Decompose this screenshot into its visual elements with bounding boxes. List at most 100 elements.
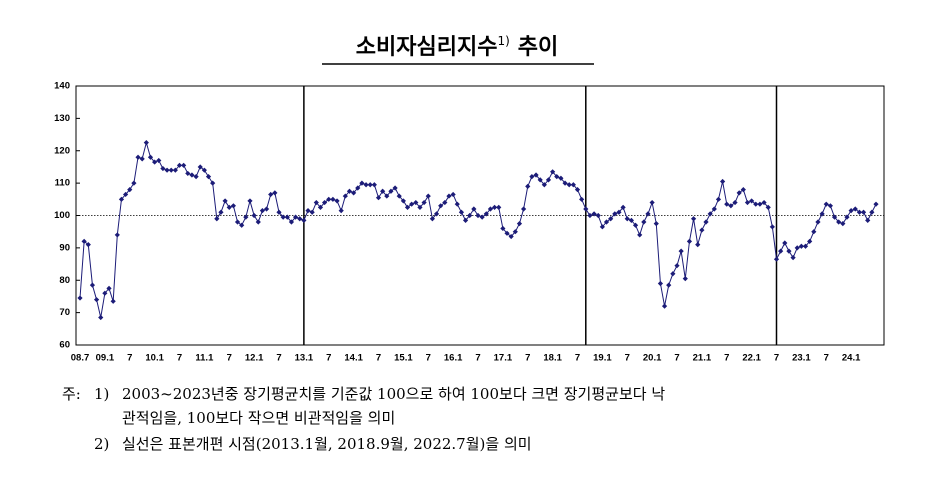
data-point bbox=[674, 263, 680, 269]
data-point bbox=[292, 214, 299, 220]
x-tick-label: 23.1 bbox=[792, 353, 811, 364]
data-point bbox=[396, 193, 402, 199]
x-tick-label: 12.1 bbox=[245, 353, 264, 364]
data-point bbox=[446, 193, 452, 199]
x-tick-label: 16.1 bbox=[444, 353, 463, 364]
data-point bbox=[205, 174, 212, 180]
x-tick-label: 7 bbox=[426, 353, 431, 364]
data-point bbox=[351, 190, 357, 196]
data-point bbox=[479, 214, 485, 220]
data-point bbox=[467, 212, 473, 219]
data-point bbox=[653, 220, 659, 227]
data-point bbox=[450, 191, 456, 198]
data-point bbox=[827, 203, 833, 209]
data-point bbox=[367, 182, 373, 188]
x-tick-label: 20.1 bbox=[643, 353, 662, 364]
data-point bbox=[856, 209, 863, 215]
data-point bbox=[388, 188, 394, 194]
data-point bbox=[127, 187, 133, 193]
data-point bbox=[649, 199, 655, 206]
title-main: 소비자심리지수 bbox=[356, 35, 498, 60]
data-point bbox=[778, 248, 784, 254]
x-tick-label: 09.1 bbox=[96, 353, 115, 364]
data-point bbox=[583, 206, 589, 212]
data-point bbox=[711, 206, 717, 212]
y-tick-label: 120 bbox=[54, 145, 70, 156]
x-tick-label: 7 bbox=[276, 353, 281, 364]
data-point bbox=[131, 180, 137, 186]
x-tick-label: 7 bbox=[774, 353, 779, 364]
data-point bbox=[263, 206, 270, 212]
data-point bbox=[214, 216, 220, 222]
data-point bbox=[773, 256, 780, 262]
data-point bbox=[197, 164, 203, 170]
x-tick-label: 7 bbox=[127, 353, 132, 364]
x-tick-label: 7 bbox=[724, 353, 729, 364]
data-point bbox=[620, 204, 626, 211]
data-point bbox=[595, 212, 601, 219]
data-point bbox=[661, 303, 668, 309]
data-point bbox=[690, 216, 697, 222]
data-point bbox=[782, 240, 788, 246]
data-point bbox=[844, 214, 850, 220]
data-point bbox=[848, 208, 854, 214]
x-tick-label: 7 bbox=[824, 353, 829, 364]
data-point bbox=[558, 175, 564, 181]
data-point bbox=[181, 162, 187, 168]
title-suffix: 추이 bbox=[518, 35, 558, 60]
data-point bbox=[118, 196, 125, 202]
data-point bbox=[500, 225, 506, 232]
data-point bbox=[164, 167, 170, 173]
data-point bbox=[81, 238, 87, 244]
y-tick-label: 80 bbox=[59, 275, 70, 286]
y-tick-label: 130 bbox=[54, 113, 70, 124]
data-point bbox=[525, 183, 531, 189]
data-point bbox=[865, 217, 871, 223]
data-point bbox=[860, 209, 867, 215]
data-point bbox=[380, 188, 386, 194]
data-point bbox=[110, 298, 116, 304]
data-point bbox=[579, 196, 585, 202]
data-point bbox=[458, 209, 465, 215]
x-tick-label: 22.1 bbox=[742, 353, 761, 364]
x-tick-label: 17.1 bbox=[494, 353, 513, 364]
data-point bbox=[409, 201, 415, 207]
notes-label: 주: bbox=[62, 385, 81, 403]
series-line bbox=[79, 140, 877, 318]
data-point bbox=[703, 219, 709, 225]
x-tick-label: 15.1 bbox=[394, 353, 413, 364]
data-point bbox=[102, 290, 108, 296]
y-tick-label: 60 bbox=[59, 340, 70, 351]
data-point bbox=[695, 242, 701, 248]
data-point bbox=[276, 209, 282, 215]
data-point bbox=[686, 238, 693, 244]
data-point bbox=[678, 248, 684, 254]
data-point bbox=[508, 233, 514, 240]
data-point bbox=[798, 243, 804, 249]
data-point bbox=[616, 209, 622, 215]
data-point bbox=[873, 201, 879, 207]
data-point bbox=[657, 280, 664, 287]
data-point bbox=[554, 174, 560, 180]
data-point bbox=[226, 204, 232, 211]
data-point bbox=[628, 217, 634, 223]
y-tick-label: 110 bbox=[55, 178, 70, 189]
data-point bbox=[247, 198, 253, 204]
x-tick-label: 7 bbox=[326, 353, 331, 364]
data-point bbox=[400, 198, 406, 204]
data-point bbox=[533, 172, 539, 178]
x-tick-label: 7 bbox=[575, 353, 580, 364]
data-point bbox=[591, 211, 597, 217]
data-point bbox=[545, 177, 552, 183]
data-point bbox=[384, 193, 390, 199]
data-point bbox=[433, 211, 440, 217]
data-point bbox=[790, 254, 796, 261]
data-point bbox=[504, 230, 510, 236]
data-point bbox=[736, 190, 742, 196]
data-point bbox=[786, 248, 792, 254]
data-point bbox=[637, 232, 643, 238]
data-point bbox=[587, 212, 593, 219]
data-point bbox=[305, 208, 311, 214]
data-point bbox=[156, 157, 162, 164]
x-tick-label: 7 bbox=[674, 353, 679, 364]
